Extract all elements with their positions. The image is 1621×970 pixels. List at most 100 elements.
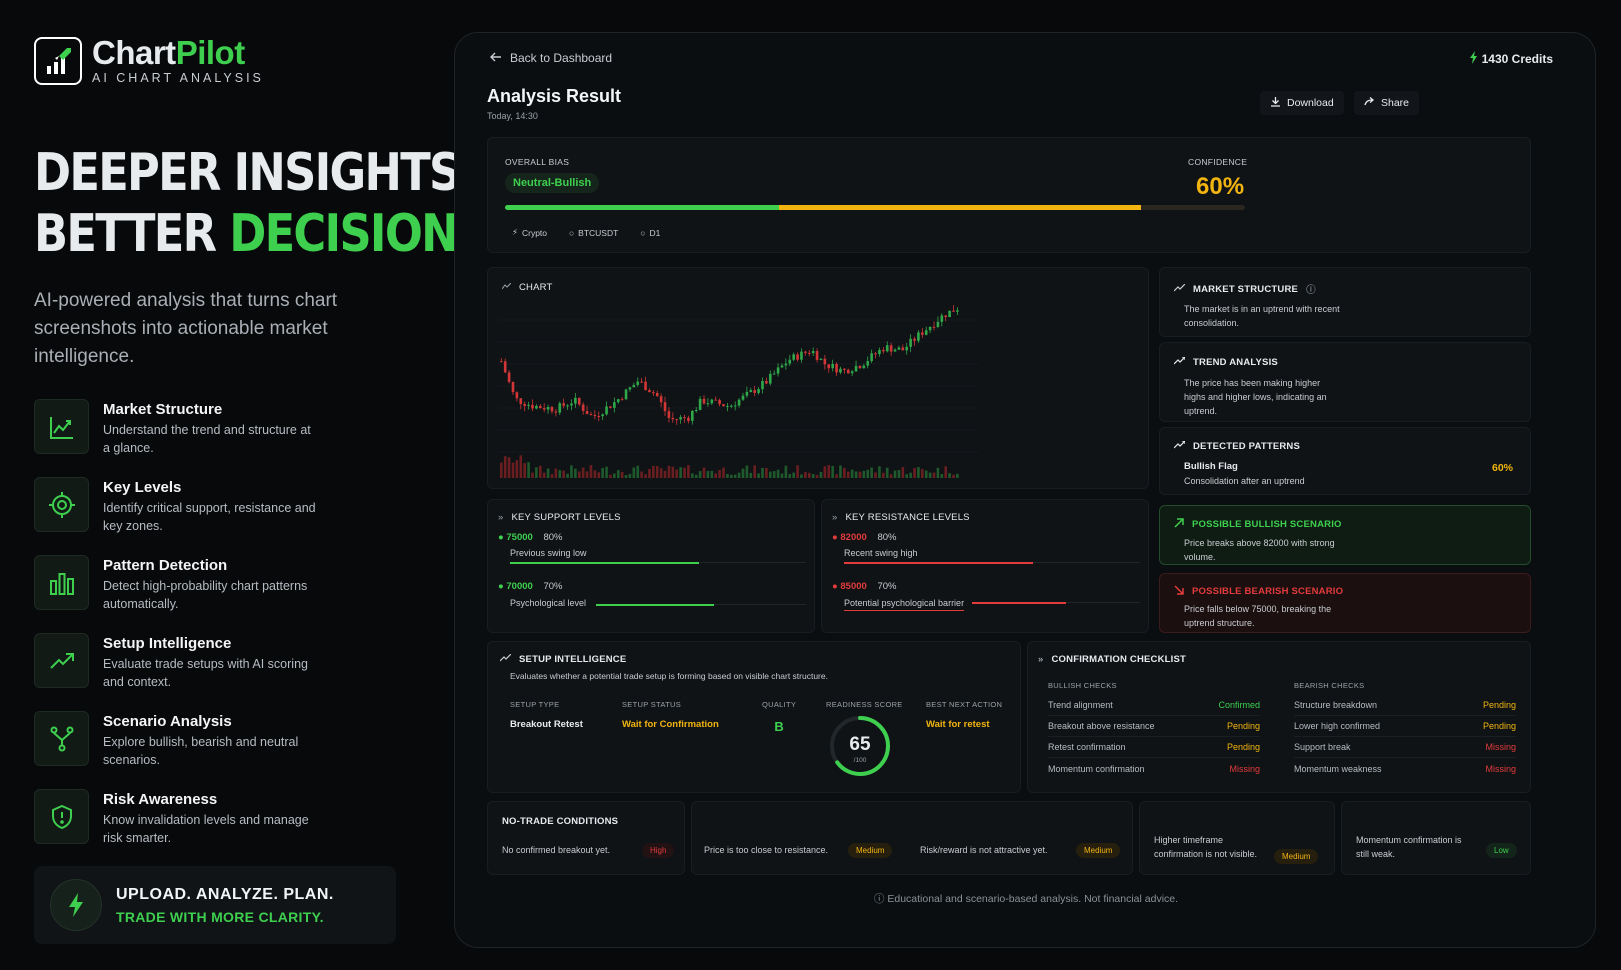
candle-body bbox=[706, 403, 710, 405]
candle-body bbox=[546, 406, 550, 410]
candle-body bbox=[866, 361, 870, 366]
pattern-desc: Consolidation after an uptrend bbox=[1184, 476, 1305, 486]
candle-body bbox=[535, 405, 538, 409]
no-trade-card-3: Higher timeframe confirmation is not vis… bbox=[1139, 801, 1335, 875]
tag-row: ⚡ Crypto ○ BTCUSDT ○ D1 bbox=[512, 227, 660, 238]
volume-bar bbox=[772, 471, 776, 478]
volume-bar bbox=[800, 474, 803, 478]
feature-desc: Explore bullish, bearish and neutral sce… bbox=[103, 735, 299, 767]
pattern-confidence: 60% bbox=[1492, 462, 1514, 474]
candle-body bbox=[815, 351, 819, 360]
feature-title: Scenario Analysis bbox=[103, 713, 232, 730]
candle-body bbox=[523, 403, 526, 406]
candle-body bbox=[550, 406, 554, 412]
severity-badge: Medium bbox=[1274, 849, 1319, 864]
volume-bar bbox=[854, 471, 858, 478]
volume-bar bbox=[694, 474, 698, 478]
candle-body bbox=[507, 372, 511, 382]
feature-setup-intelligence: Setup Intelligence Evaluate trade setups … bbox=[34, 633, 414, 711]
feature-market-structure: Market Structure Understand the trend and… bbox=[34, 399, 414, 477]
share-button[interactable]: Share bbox=[1354, 91, 1420, 115]
resistance-strength-track bbox=[844, 562, 1140, 564]
setup-type: SETUP TYPE Breakout Retest bbox=[510, 700, 583, 730]
volume-bar bbox=[909, 472, 912, 478]
candle-body bbox=[850, 371, 854, 374]
candle-body bbox=[581, 404, 585, 411]
volume-bar bbox=[726, 473, 729, 478]
candle-body bbox=[648, 390, 651, 393]
volume-bar bbox=[780, 473, 784, 478]
download-button[interactable]: Download bbox=[1260, 91, 1344, 115]
bullish-scenario-title: POSSIBLE BULLISH SCENARIO bbox=[1174, 518, 1342, 531]
candle-body bbox=[710, 399, 714, 404]
candle-body bbox=[500, 361, 503, 363]
volume-bar bbox=[807, 472, 811, 478]
candle-body bbox=[593, 415, 597, 417]
no-trade-title: NO-TRADE CONDITIONS bbox=[502, 816, 619, 827]
candle-body bbox=[948, 310, 951, 318]
resistance-levels-card: » KEY RESISTANCE LEVELS ● 82000 80% Recen… bbox=[821, 499, 1149, 633]
candle-body bbox=[605, 406, 608, 415]
volume-bar bbox=[546, 468, 550, 478]
volume-bar bbox=[866, 469, 870, 478]
check-row: Support break Missing bbox=[1294, 737, 1516, 758]
info-icon: ⓘ bbox=[873, 893, 885, 905]
timestamp: Today, 14:30 bbox=[487, 111, 538, 121]
cta-banner: UPLOAD. ANALYZE. PLAN. TRADE WITH MORE C… bbox=[34, 866, 396, 944]
volume-bar bbox=[823, 466, 827, 478]
candle-body bbox=[788, 359, 792, 364]
bias-bar bbox=[505, 205, 1245, 210]
volume-bar bbox=[811, 474, 815, 478]
brand: ChartPilot AI CHART ANALYSIS bbox=[34, 36, 414, 85]
support-strength-track bbox=[596, 604, 806, 606]
bias-pill: Neutral-Bullish bbox=[505, 173, 600, 193]
volume-bar bbox=[570, 465, 573, 478]
market-structure-card: MARKET STRUCTURE ⓘ The market is in an u… bbox=[1159, 267, 1531, 337]
volume-bar bbox=[846, 471, 850, 478]
resistance-level-note: Potential psychological barrier bbox=[844, 596, 965, 611]
download-icon bbox=[1270, 96, 1281, 110]
candle-body bbox=[714, 399, 718, 401]
support-level-note: Psychological level bbox=[510, 598, 587, 608]
volume-bar bbox=[905, 474, 909, 478]
tag-crypto: ⚡ Crypto bbox=[512, 227, 548, 238]
volume-bar bbox=[718, 469, 721, 478]
candle-body bbox=[889, 345, 893, 352]
volume-bar bbox=[593, 470, 597, 478]
confirmation-checklist-card: » CONFIRMATION CHECKLIST BULLISH CHECKS … bbox=[1027, 641, 1531, 793]
candle-body bbox=[827, 364, 831, 369]
candle-body bbox=[691, 410, 694, 421]
setup-intelligence-desc: Evaluates whether a potential trade setu… bbox=[510, 671, 828, 681]
candle-body bbox=[870, 353, 873, 362]
candle-body bbox=[519, 398, 523, 404]
candle-body bbox=[624, 389, 628, 400]
arrow-up-right-icon bbox=[1174, 518, 1184, 531]
trending-up-icon bbox=[1173, 356, 1186, 368]
volume-bar bbox=[714, 473, 718, 478]
volume-bar bbox=[527, 462, 530, 478]
back-to-dashboard-link[interactable]: Back to Dashboard bbox=[490, 51, 612, 65]
candle-body bbox=[577, 397, 581, 405]
candle-body bbox=[846, 369, 850, 374]
setup-intelligence-title: SETUP INTELLIGENCE bbox=[499, 653, 626, 665]
candle-body bbox=[932, 326, 936, 328]
candle-body bbox=[897, 347, 901, 350]
volume-bar bbox=[519, 455, 523, 478]
feature-title: Risk Awareness bbox=[103, 791, 218, 808]
volume-bar bbox=[862, 470, 866, 478]
candle-body bbox=[745, 391, 749, 396]
volume-bar bbox=[917, 467, 920, 478]
no-trade-card-1: NO-TRADE CONDITIONS No confirmed breakou… bbox=[487, 801, 685, 875]
bias-label: OVERALL BIAS bbox=[505, 157, 570, 167]
volume-bar bbox=[511, 462, 515, 478]
candle-body bbox=[718, 399, 721, 405]
candle-body bbox=[702, 398, 706, 404]
readiness-score-value: 65 bbox=[849, 734, 871, 755]
severity-badge: Medium bbox=[1076, 843, 1121, 858]
candle-body bbox=[940, 315, 944, 322]
candle-body bbox=[839, 368, 842, 373]
candle-body bbox=[765, 380, 768, 384]
circle-icon: ○ bbox=[569, 227, 575, 238]
volume-bar bbox=[882, 472, 885, 478]
volume-bar bbox=[597, 472, 601, 478]
